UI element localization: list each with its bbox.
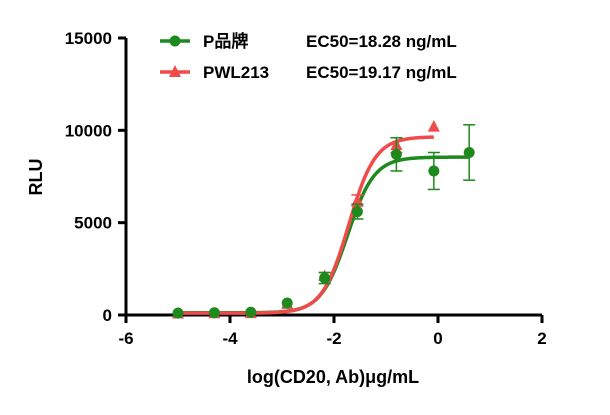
x-axis-title: log(CD20, Ab)μg/mL (247, 367, 419, 387)
data-point (351, 206, 363, 218)
y-tick-label: 5000 (74, 214, 112, 233)
data-point (172, 307, 184, 319)
data-points (172, 120, 476, 319)
y-tick-label: 10000 (65, 121, 112, 140)
data-point (427, 120, 440, 132)
legend-marker (169, 65, 181, 77)
fit-curve-2 (178, 135, 434, 315)
data-point (281, 297, 293, 309)
x-tick-label: 0 (433, 329, 442, 348)
data-point (428, 165, 440, 177)
y-tick-label: 15000 (65, 29, 112, 48)
y-tick-label: 0 (103, 306, 112, 325)
y-axis-title: RLU (26, 159, 46, 196)
legend-label: P品牌 (203, 31, 248, 51)
legend-ec50: EC50=19.17 ng/mL (306, 63, 457, 82)
x-tick-label: -4 (222, 329, 238, 348)
x-tick-label: -2 (326, 329, 341, 348)
legend-ec50: EC50=18.28 ng/mL (306, 32, 457, 51)
data-point (319, 272, 331, 284)
data-point (245, 306, 257, 318)
legend-label: PWL213 (203, 63, 269, 82)
fit-curves (178, 135, 470, 315)
data-point (351, 193, 364, 206)
x-tick-label: -6 (118, 329, 133, 348)
data-point (208, 307, 220, 319)
axes: -6 -4 -2 0 2 0 5000 10000 15000 (65, 29, 547, 348)
legend-marker (169, 35, 181, 47)
data-point (390, 148, 402, 160)
data-point (463, 146, 475, 158)
x-tick-label: 2 (537, 329, 546, 348)
legend: P品牌 EC50=18.28 ng/mL PWL213 EC50=19.17 ng/m… (160, 31, 457, 82)
